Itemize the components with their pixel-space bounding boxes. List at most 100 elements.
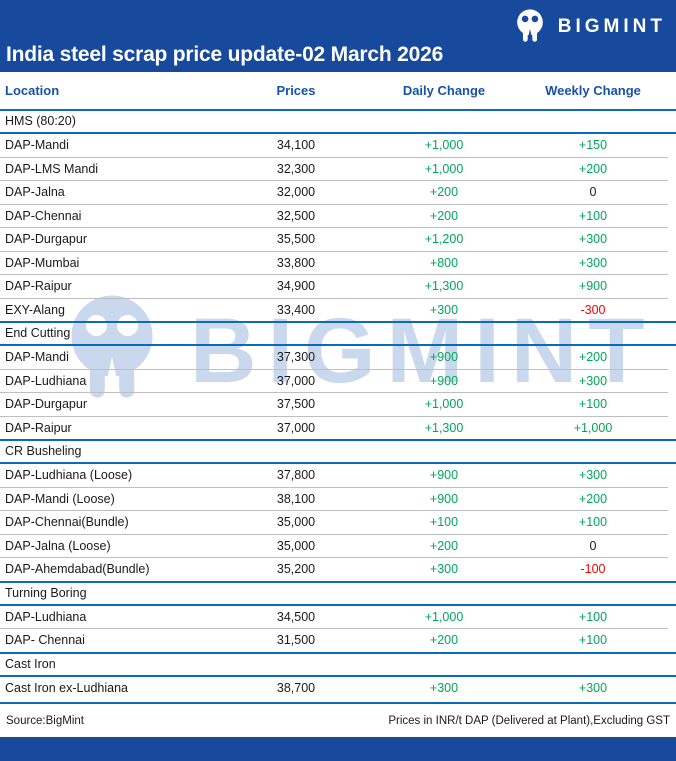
price-cell: 32,000 (276, 185, 316, 199)
weekly-change-cell: +300 (578, 468, 608, 482)
footer: Source:BigMint Prices in INR/t DAP (Deli… (0, 704, 676, 737)
location-cell: DAP-Mandi (5, 138, 69, 152)
price-cell: 37,000 (276, 373, 316, 388)
location-cell: DAP-Ludhiana (Loose) (5, 468, 133, 482)
page-title: India steel scrap price update-02 March … (6, 43, 444, 66)
price-cell: 33,400 (276, 302, 316, 317)
location-cell: DAP-Raipur (5, 420, 72, 435)
price-cell: 31,500 (276, 633, 316, 647)
section-header: HMS (80:20) (0, 109, 676, 134)
weekly-change-cell: +200 (578, 350, 608, 364)
location-cell: Cast Iron ex-Ludhiana (5, 680, 128, 695)
table-row: DAP-Mumbai 33,800 +800 +300 (0, 252, 668, 275)
price-cell: 35,500 (276, 232, 316, 246)
price-cell: 35,000 (276, 538, 316, 553)
section-header: Cast Iron (0, 651, 676, 677)
table-row: DAP-Ludhiana (Loose) 37,800 +900 +300 (0, 464, 668, 488)
table-row: DAP-Ludhiana 37,000 +900 +300 (0, 370, 668, 393)
column-header-daily-change: Daily Change (402, 83, 486, 98)
column-header-prices: Prices (276, 83, 316, 98)
header-bar: BIGMINT India steel scrap price update-0… (0, 0, 676, 72)
weekly-change-cell: +100 (578, 397, 608, 411)
location-cell: DAP-LMS Mandi (5, 161, 99, 176)
source-label: Source:BigMint (6, 714, 84, 727)
price-cell: 37,300 (276, 350, 316, 364)
footer-group: Source:BigMint Prices in INR/t DAP (Deli… (0, 702, 676, 761)
daily-change-cell: +1,000 (424, 397, 464, 411)
table-row: DAP-Jalna (Loose) 35,000 +200 0 (0, 535, 668, 558)
daily-change-cell: +100 (429, 515, 459, 529)
weekly-change-cell: +150 (578, 138, 608, 152)
brand-name: BIGMINT (557, 16, 666, 37)
weekly-change-cell: +200 (578, 161, 608, 176)
daily-change-cell: +200 (429, 538, 459, 553)
location-cell: DAP-Raipur (5, 279, 72, 293)
price-cell: 38,100 (276, 491, 316, 506)
location-cell: DAP-Durgapur (5, 232, 87, 246)
location-cell: DAP-Jalna (Loose) (5, 538, 111, 553)
daily-change-cell: +1,000 (424, 161, 464, 176)
weekly-change-cell: +1,000 (573, 420, 613, 435)
location-cell: DAP-Durgapur (5, 397, 87, 411)
weekly-change-cell: +300 (578, 373, 608, 388)
table-row: DAP-Durgapur 37,500 +1,000 +100 (0, 393, 668, 417)
section-header: Turning Boring (0, 580, 676, 606)
location-cell: DAP-Ludhiana (5, 373, 87, 388)
table-row: DAP-Mandi (Loose) 38,100 +900 +200 (0, 488, 668, 511)
daily-change-cell: +800 (429, 255, 459, 270)
table-row: DAP-Ahemdabad(Bundle) 35,200 +300 -100 (0, 558, 668, 581)
table-row: DAP-Mandi 37,300 +900 +200 (0, 346, 668, 370)
bottom-bar (0, 737, 676, 761)
price-cell: 32,300 (276, 161, 316, 176)
price-cell: 32,500 (276, 208, 316, 223)
location-cell: EXY-Alang (5, 302, 65, 317)
daily-change-cell: +200 (429, 633, 459, 647)
price-cell: 34,100 (276, 138, 316, 152)
weekly-change-cell: -100 (580, 562, 606, 576)
price-cell: 38,700 (276, 680, 316, 695)
weekly-change-cell: +300 (578, 680, 608, 695)
weekly-change-cell: -300 (580, 302, 606, 317)
daily-change-cell: +1,200 (424, 232, 464, 246)
weekly-change-cell: +100 (578, 609, 608, 624)
daily-change-cell: +200 (429, 208, 459, 223)
table-row: Cast Iron ex-Ludhiana 38,700 +300 +300 (0, 677, 668, 700)
table-row: DAP-Ludhiana 34,500 +1,000 +100 (0, 606, 668, 629)
section-header: End Cutting (0, 321, 676, 346)
location-cell: DAP-Jalna (5, 185, 65, 199)
weekly-change-cell: +200 (578, 491, 608, 506)
footer-divider (0, 702, 676, 704)
table-row: DAP-LMS Mandi 32,300 +1,000 +200 (0, 158, 668, 181)
section-header: CR Busheling (0, 439, 676, 464)
daily-change-cell: +1,300 (424, 420, 464, 435)
daily-change-cell: +300 (429, 680, 459, 695)
table-row: EXY-Alang 33,400 +300 -300 (0, 299, 668, 322)
location-cell: DAP-Mandi (5, 350, 69, 364)
price-cell: 35,200 (276, 562, 316, 576)
daily-change-cell: +300 (429, 302, 459, 317)
daily-change-cell: +1,000 (424, 138, 464, 152)
daily-change-cell: +900 (429, 373, 459, 388)
table-row: DAP-Mandi 34,100 +1,000 +150 (0, 134, 668, 158)
table-row: DAP-Raipur 37,000 +1,300 +1,000 (0, 417, 668, 440)
daily-change-cell: +1,300 (424, 279, 464, 293)
price-cell: 34,900 (276, 279, 316, 293)
bigmint-logo: BIGMINT (511, 7, 666, 47)
bigmint-mint-icon (516, 9, 543, 43)
weekly-change-cell: 0 (589, 538, 597, 553)
price-cell: 34,500 (276, 609, 316, 624)
table-row: DAP- Chennai 31,500 +200 +100 (0, 629, 668, 652)
table-row: DAP-Chennai 32,500 +200 +100 (0, 205, 668, 228)
daily-change-cell: +1,000 (424, 609, 464, 624)
daily-change-cell: +900 (429, 350, 459, 364)
column-header-location: Location (5, 83, 60, 98)
location-cell: DAP- Chennai (5, 633, 85, 647)
weekly-change-cell: +100 (578, 208, 608, 223)
weekly-change-cell: +100 (578, 515, 608, 529)
price-cell: 37,500 (276, 397, 316, 411)
weekly-change-cell: +300 (578, 255, 608, 270)
location-cell: DAP-Mumbai (5, 255, 80, 270)
price-cell: 35,000 (276, 515, 316, 529)
daily-change-cell: +900 (429, 468, 459, 482)
